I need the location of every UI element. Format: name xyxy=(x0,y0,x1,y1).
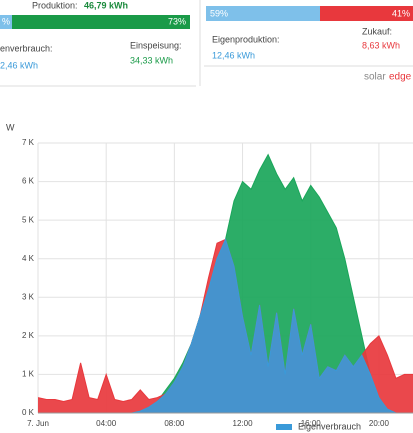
y-tick-label: 6 K xyxy=(22,177,35,186)
bar-left-label: 59% xyxy=(210,8,228,18)
x-tick-label: 7. Jun xyxy=(27,419,49,428)
production-value: 46,79 kWh xyxy=(84,0,128,10)
area-fill xyxy=(38,239,413,413)
x-tick-label: 08:00 xyxy=(164,419,185,428)
y-tick-label: 3 K xyxy=(22,292,35,301)
y-tick-label: 5 K xyxy=(22,215,35,224)
self-use-label: enverbrauch: xyxy=(0,43,53,53)
purchase-label: Zukauf: xyxy=(362,26,392,36)
chart: 0 K 1 K 2 K 3 K 4 K 5 K 6 K 7 K 7. Jun 04:00 08:00… xyxy=(22,138,413,431)
x-tick-label: 16:00 xyxy=(301,419,322,428)
bar-left-label: % xyxy=(2,16,10,26)
y-axis-label: W xyxy=(6,122,15,132)
logo: solar xyxy=(364,72,386,83)
production-label: Produktion: xyxy=(32,0,78,10)
y-tick-label: 1 K xyxy=(22,370,35,379)
x-tick-label: 20:00 xyxy=(369,419,390,428)
feed-in-value: 34,33 kWh xyxy=(130,55,173,65)
x-tick-label: 12:00 xyxy=(233,419,254,428)
y-tick-label: 7 K xyxy=(22,138,35,147)
self-use-value: 2,46 kWh xyxy=(0,60,38,70)
feed-in-label: Einspeisung: xyxy=(130,40,182,50)
bar-right-label: 41% xyxy=(392,8,410,18)
own-label: Eigenproduktion: xyxy=(212,34,280,44)
bar-right xyxy=(12,15,190,29)
legend-swatch xyxy=(276,424,292,430)
x-tick-label: 04:00 xyxy=(96,419,117,428)
legend-label: Eigenverbrauch xyxy=(298,421,361,431)
y-tick-label: 2 K xyxy=(22,331,35,340)
bar-left xyxy=(0,15,12,29)
bar-right xyxy=(320,6,413,21)
y-tick-label: 0 K xyxy=(22,408,35,417)
bar-right-label: 73% xyxy=(168,16,186,26)
own-value: 12,46 kWh xyxy=(212,50,255,60)
logo: edge xyxy=(389,72,412,83)
y-tick-label: 4 K xyxy=(22,254,35,263)
bar-left xyxy=(206,6,320,21)
purchase-value: 8,63 kWh xyxy=(362,40,400,50)
